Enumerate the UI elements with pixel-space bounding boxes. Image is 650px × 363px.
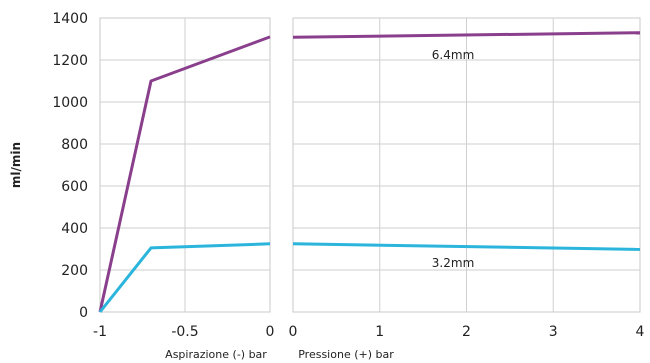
x-tick-label: 0	[266, 324, 275, 340]
x-tick-label: -0.5	[171, 324, 198, 340]
series-line-3-2mm	[292, 242, 641, 251]
x-tick-labels: -1 -0.5 0 0 1 2 3 4	[93, 324, 645, 340]
series-line-6-4mm	[98, 35, 271, 313]
plot-frames	[99, 17, 641, 313]
annotation-6-4mm: 6.4mm	[432, 48, 474, 62]
series-line-3-2mm	[98, 242, 271, 313]
annotation-3-2mm: 3.2mm	[432, 256, 474, 270]
y-tick-label: 1000	[52, 95, 88, 111]
y-axis-label: ml/min	[9, 142, 23, 188]
y-tick-label: 1200	[52, 53, 88, 69]
y-tick-label: 0	[79, 305, 88, 321]
gridlines	[100, 18, 640, 312]
y-tick-label: 800	[61, 137, 88, 153]
series-lines	[98, 31, 641, 313]
x-tick-label: 0	[289, 324, 298, 340]
x-axis-label-left: Aspirazione (-) bar	[165, 348, 267, 361]
y-tick-label: 200	[61, 263, 88, 279]
x-axis-label-right: Pressione (+) bar	[298, 348, 394, 361]
y-tick-label: 1400	[52, 11, 88, 27]
y-tick-label: 600	[61, 179, 88, 195]
x-tick-label: -1	[93, 324, 107, 340]
x-tick-label: 4	[636, 324, 645, 340]
axis-labels: ml/min Aspirazione (-) bar Pressione (+)…	[9, 142, 394, 361]
y-tick-labels: 0 200 400 600 800 1000 1200 1400	[52, 11, 88, 321]
series-line-6-4mm	[292, 31, 641, 39]
x-tick-label: 3	[549, 324, 558, 340]
x-tick-label: 1	[375, 324, 384, 340]
x-tick-label: 2	[462, 324, 471, 340]
series-annotations: 6.4mm 3.2mm	[432, 48, 474, 270]
y-tick-label: 400	[61, 221, 88, 237]
